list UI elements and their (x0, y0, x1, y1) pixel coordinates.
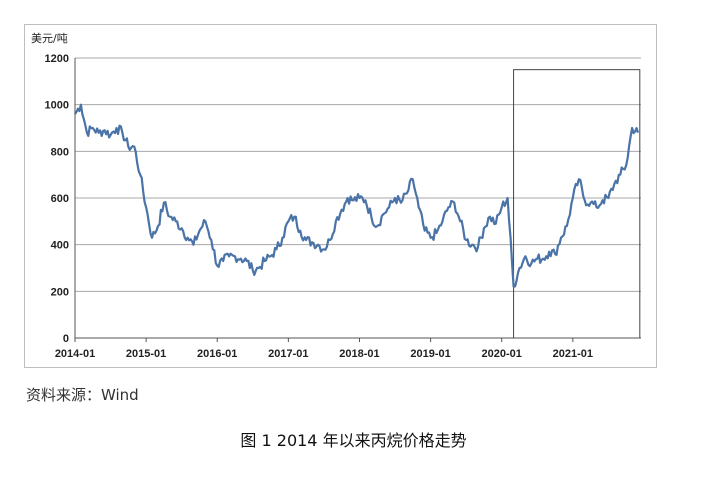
y-axis-unit-label: 美元/吨 (31, 32, 68, 45)
x-tick-label: 2019-01 (410, 348, 450, 360)
figure-caption: 图 1 2014 年以来丙烷价格走势 (240, 431, 467, 450)
y-tick-label: 200 (51, 286, 69, 298)
y-tick-label: 600 (51, 193, 69, 205)
highlight-box (513, 69, 641, 339)
price-line-chart: 美元/吨 0 200 400 600 800 1000 1200 2014-01 2015-0… (31, 32, 641, 360)
y-tick-labels: 0 200 400 600 800 1000 1200 (45, 53, 69, 345)
y-tick-label: 1000 (45, 100, 69, 112)
x-tick-label: 2021-01 (553, 348, 593, 360)
series-line (74, 103, 640, 288)
x-tick-label: 2016-01 (197, 348, 237, 360)
source-label: 资料来源：Wind (26, 386, 139, 404)
x-tick-label: 2017-01 (268, 348, 308, 360)
chart-frame: 美元/吨 0 200 400 600 800 1000 1200 2014-01 2015-0… (24, 24, 657, 368)
x-tick-label: 2015-01 (126, 348, 166, 360)
x-tick-label: 2018-01 (339, 348, 379, 360)
axes (74, 58, 641, 342)
y-tick-label: 0 (63, 333, 69, 345)
y-tick-label: 1200 (45, 53, 69, 65)
x-tick-labels: 2014-01 2015-01 2016-01 2017-01 2018-01 2019-… (55, 348, 593, 360)
y-tick-label: 800 (51, 146, 69, 158)
y-tick-label: 400 (51, 240, 69, 252)
x-tick-label: 2020-01 (482, 348, 522, 360)
grid-lines (75, 57, 641, 292)
x-tick-label: 2014-01 (55, 348, 95, 360)
